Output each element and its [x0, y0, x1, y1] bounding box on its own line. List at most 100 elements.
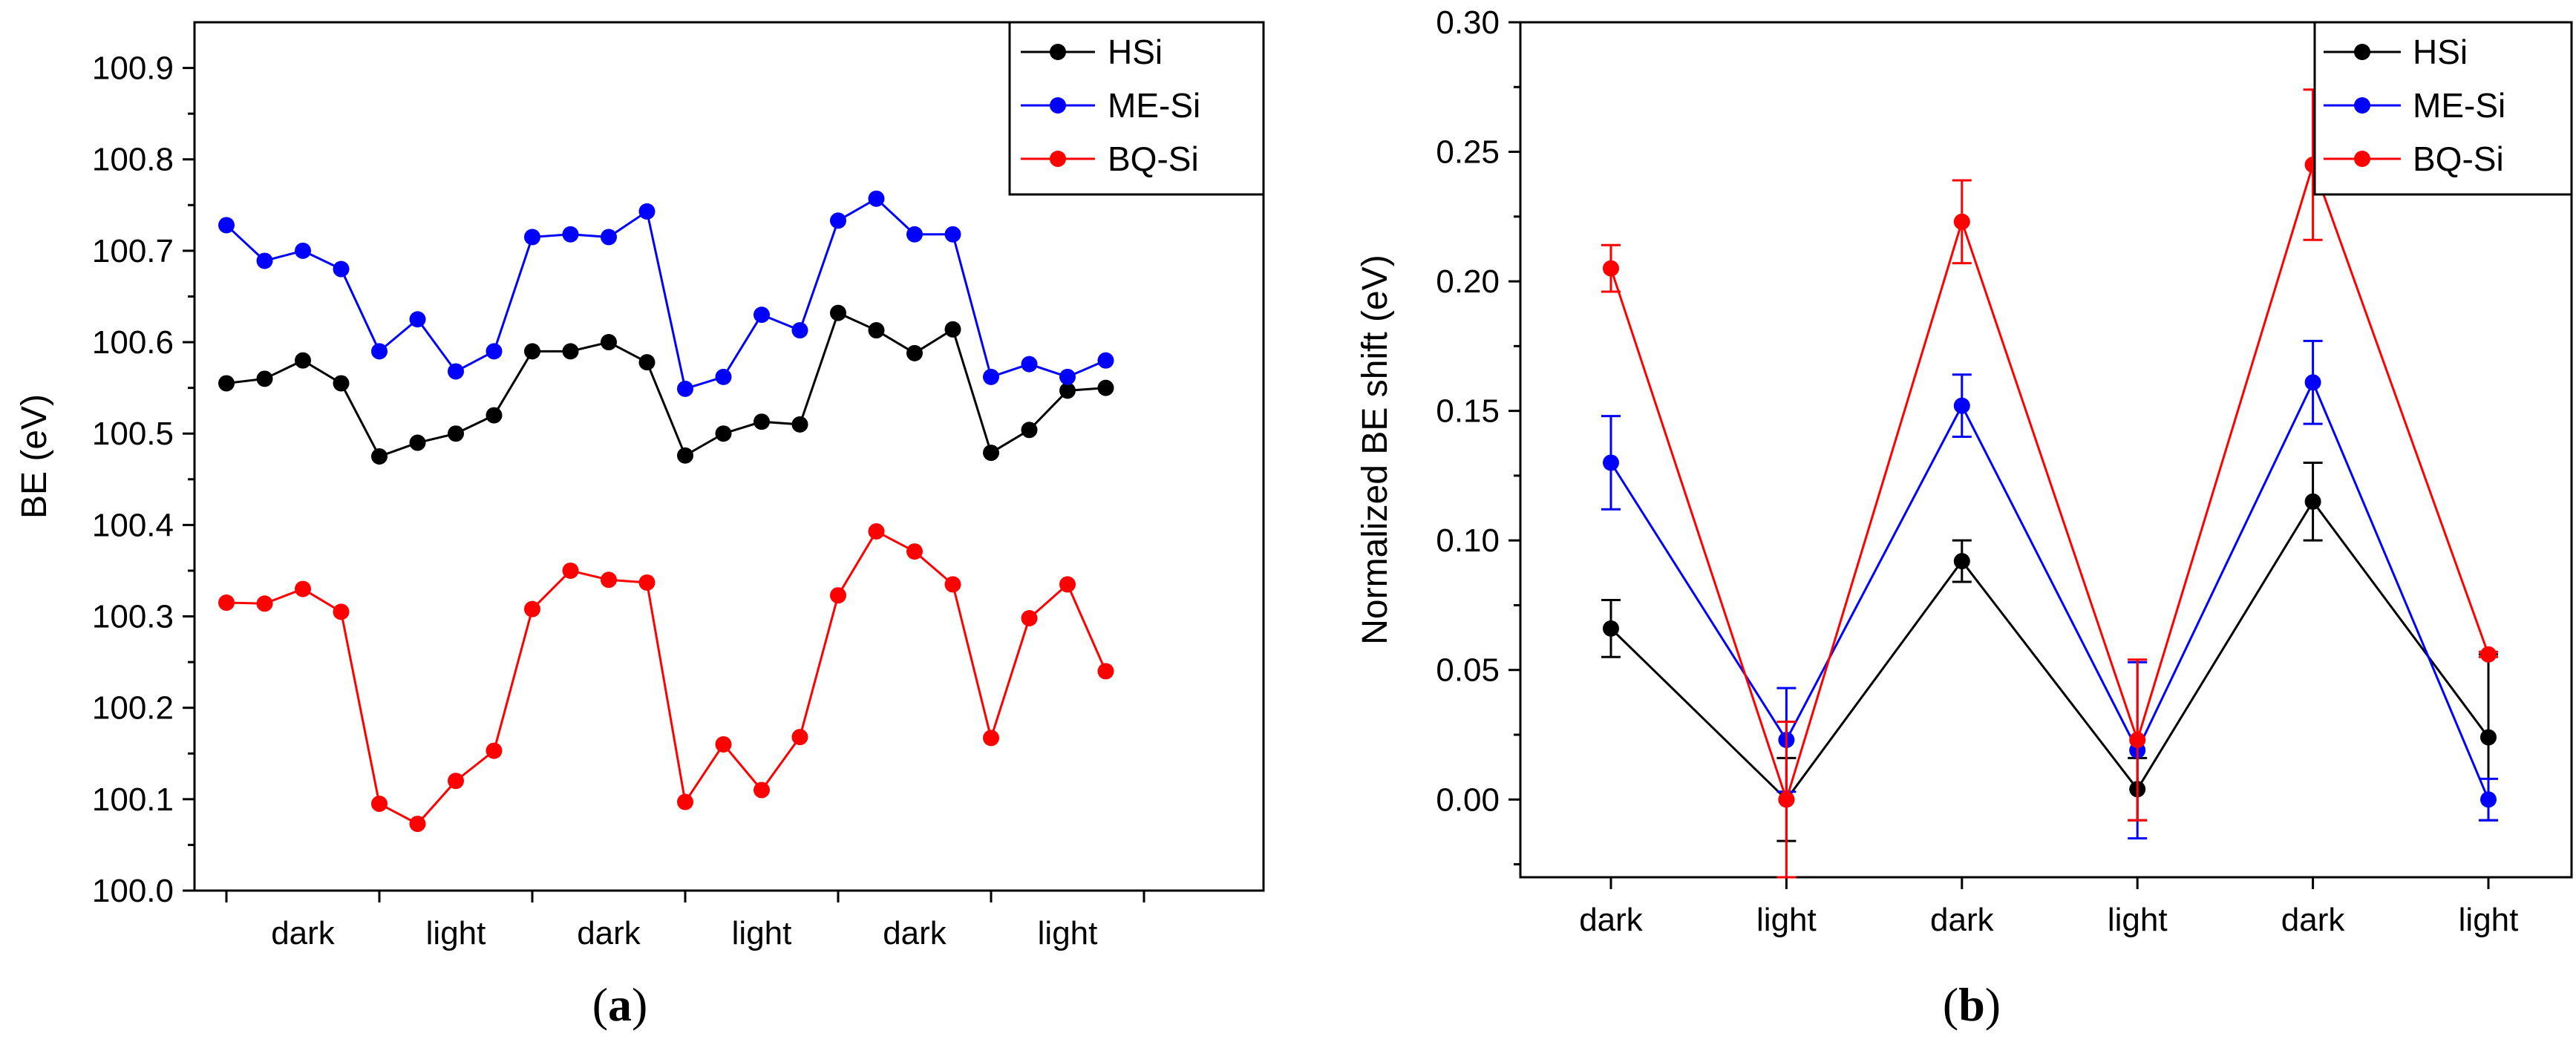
chart-a-data-point	[562, 562, 579, 579]
chart-a-data-point	[524, 229, 540, 246]
chart-a-data-point	[638, 203, 656, 220]
chart-a-data-point	[983, 445, 999, 462]
chart-a-y-tick-label: 100.7	[92, 233, 174, 269]
chart-a-y-tick-label: 100.9	[92, 50, 174, 87]
chart-a-x-tick-label: light	[1038, 915, 1098, 951]
chart-a-data-point	[868, 190, 885, 207]
chart-b-series	[1601, 88, 2498, 879]
chart-a-data-point	[333, 375, 350, 392]
chart-b-x-tick-label: dark	[1579, 902, 1644, 938]
chart-a-y-tick-label: 100.6	[92, 324, 174, 361]
chart-a-data-point	[791, 322, 808, 339]
chart-a-data-point	[1097, 663, 1114, 680]
chart-b-data-point	[1778, 791, 1795, 808]
chart-a-legend-marker	[1050, 97, 1066, 114]
chart-a-data-point	[868, 322, 885, 339]
chart-a-y-axis: 100.0 100.1 100.2 100.3 100.4 100.5 100.6 100.7…	[92, 50, 194, 909]
chart-a-data-point	[524, 600, 540, 617]
chart-a-data-point	[830, 304, 846, 321]
chart-b-data-point	[1603, 620, 1619, 637]
chart-a-y-tick-label: 100.0	[92, 873, 174, 909]
chart-a-data-point	[371, 796, 388, 812]
chart-b-legend-label: HSi	[2413, 33, 2468, 71]
chart-a-data-point	[371, 448, 388, 465]
chart-a-legend-label: ME-Si	[1108, 86, 1200, 125]
chart-a-data-point	[638, 574, 656, 591]
chart-b-y-tick-label: 0.00	[1436, 782, 1500, 818]
chart-b-data-point	[1953, 397, 1970, 414]
chart-a-data-point	[983, 368, 999, 385]
chart-a-data-point	[448, 425, 464, 442]
chart-b-y-tick-label: 0.20	[1436, 263, 1500, 300]
chart-b-data-point	[2129, 731, 2146, 748]
chart-a-data-point	[944, 321, 961, 338]
chart-a-y-tick-label: 100.3	[92, 599, 174, 635]
chart-a-data-point	[1097, 352, 1114, 369]
chart-b-x-tick-label: light	[1756, 902, 1817, 938]
chart-a-series-line-me-si	[225, 197, 1107, 390]
chart-b-data-point	[1603, 454, 1619, 471]
chart-a-data-point	[1021, 355, 1038, 373]
chart-a-data-point	[830, 212, 846, 229]
chart-a-data-point	[562, 226, 579, 243]
chart-a-legend-label: HSi	[1108, 33, 1163, 71]
chart-a-data-point	[906, 226, 923, 243]
chart-a-data-point	[638, 354, 656, 371]
chart-a-data-point	[486, 407, 503, 424]
chart-a: 100.0 100.1 100.2 100.3 100.4 100.5 100.6 100.7…	[15, 21, 1265, 1031]
chart-a-y-axis-title: BE (eV)	[15, 394, 54, 519]
chart-b-caption: (b)	[1943, 978, 2001, 1031]
chart-b-data-point	[2304, 493, 2321, 510]
chart-a-data-point	[601, 571, 617, 589]
chart-b-y-tick-label: 0.05	[1436, 652, 1500, 689]
chart-a-data-point	[218, 594, 235, 612]
chart-a-data-point	[1059, 368, 1076, 385]
chart-b-y-tick-label: 0.30	[1436, 4, 1500, 41]
chart-a-data-point	[715, 425, 732, 442]
chart-b-y-axis-title: Normalized BE shift (eV)	[1356, 255, 1395, 645]
chart-a-data-point	[409, 816, 426, 833]
chart-a-data-point	[944, 226, 961, 243]
chart-a-y-tick-label: 100.8	[92, 142, 174, 178]
chart-b-plot-frame	[1519, 21, 2573, 879]
chart-b-data-point	[2480, 791, 2497, 808]
chart-a-data-point	[333, 260, 350, 278]
chart-a-data-point	[486, 742, 503, 759]
chart-b-y-tick-label: 0.15	[1436, 393, 1500, 430]
chart-a-data-point	[753, 782, 770, 799]
chart-a-data-point	[906, 543, 923, 560]
chart-b-y-tick-label: 0.25	[1436, 134, 1500, 171]
chart-a-data-point	[448, 773, 464, 790]
chart-b-x-tick-label: dark	[1930, 902, 1995, 938]
chart-b-data-point	[1953, 213, 1970, 230]
chart-b-legend: HSi ME-Si BQ-Si	[2313, 21, 2573, 196]
chart-b-x-tick-label: dark	[2281, 902, 2346, 938]
chart-a-data-point	[295, 352, 311, 369]
chart-a-data-point	[524, 343, 540, 360]
chart-a-data-point	[256, 370, 273, 387]
chart-a-data-point	[1021, 609, 1038, 626]
chart-a-x-tick-label: light	[426, 915, 486, 951]
chart-b-data-point	[2304, 374, 2321, 391]
chart-a-data-point	[677, 447, 693, 464]
chart-a-data-point	[791, 416, 808, 433]
chart-a-data-point	[295, 580, 311, 597]
chart-a-data-point	[409, 311, 426, 328]
chart-a-data-point	[218, 217, 235, 234]
chart-a-y-tick-label: 100.1	[92, 782, 174, 818]
chart-a-data-point	[218, 375, 235, 392]
chart-a-data-point	[601, 334, 617, 351]
chart-b-data-point	[2480, 729, 2497, 746]
chart-a-data-point	[1021, 422, 1038, 439]
chart-b-legend-marker	[2354, 44, 2370, 60]
chart-a-data-point	[448, 363, 464, 380]
chart-a-data-point	[409, 434, 426, 451]
chart-a-data-point	[295, 242, 311, 259]
chart-a-y-tick-label: 100.4	[92, 507, 174, 543]
chart-b: 0.000.050.100.150.200.250.30 dark light da…	[1356, 4, 2573, 1031]
chart-b-legend-marker	[2354, 151, 2370, 167]
chart-a-y-tick-label: 100.2	[92, 690, 174, 727]
chart-a-legend-marker	[1050, 151, 1066, 167]
chart-b-data-point	[2480, 646, 2497, 663]
